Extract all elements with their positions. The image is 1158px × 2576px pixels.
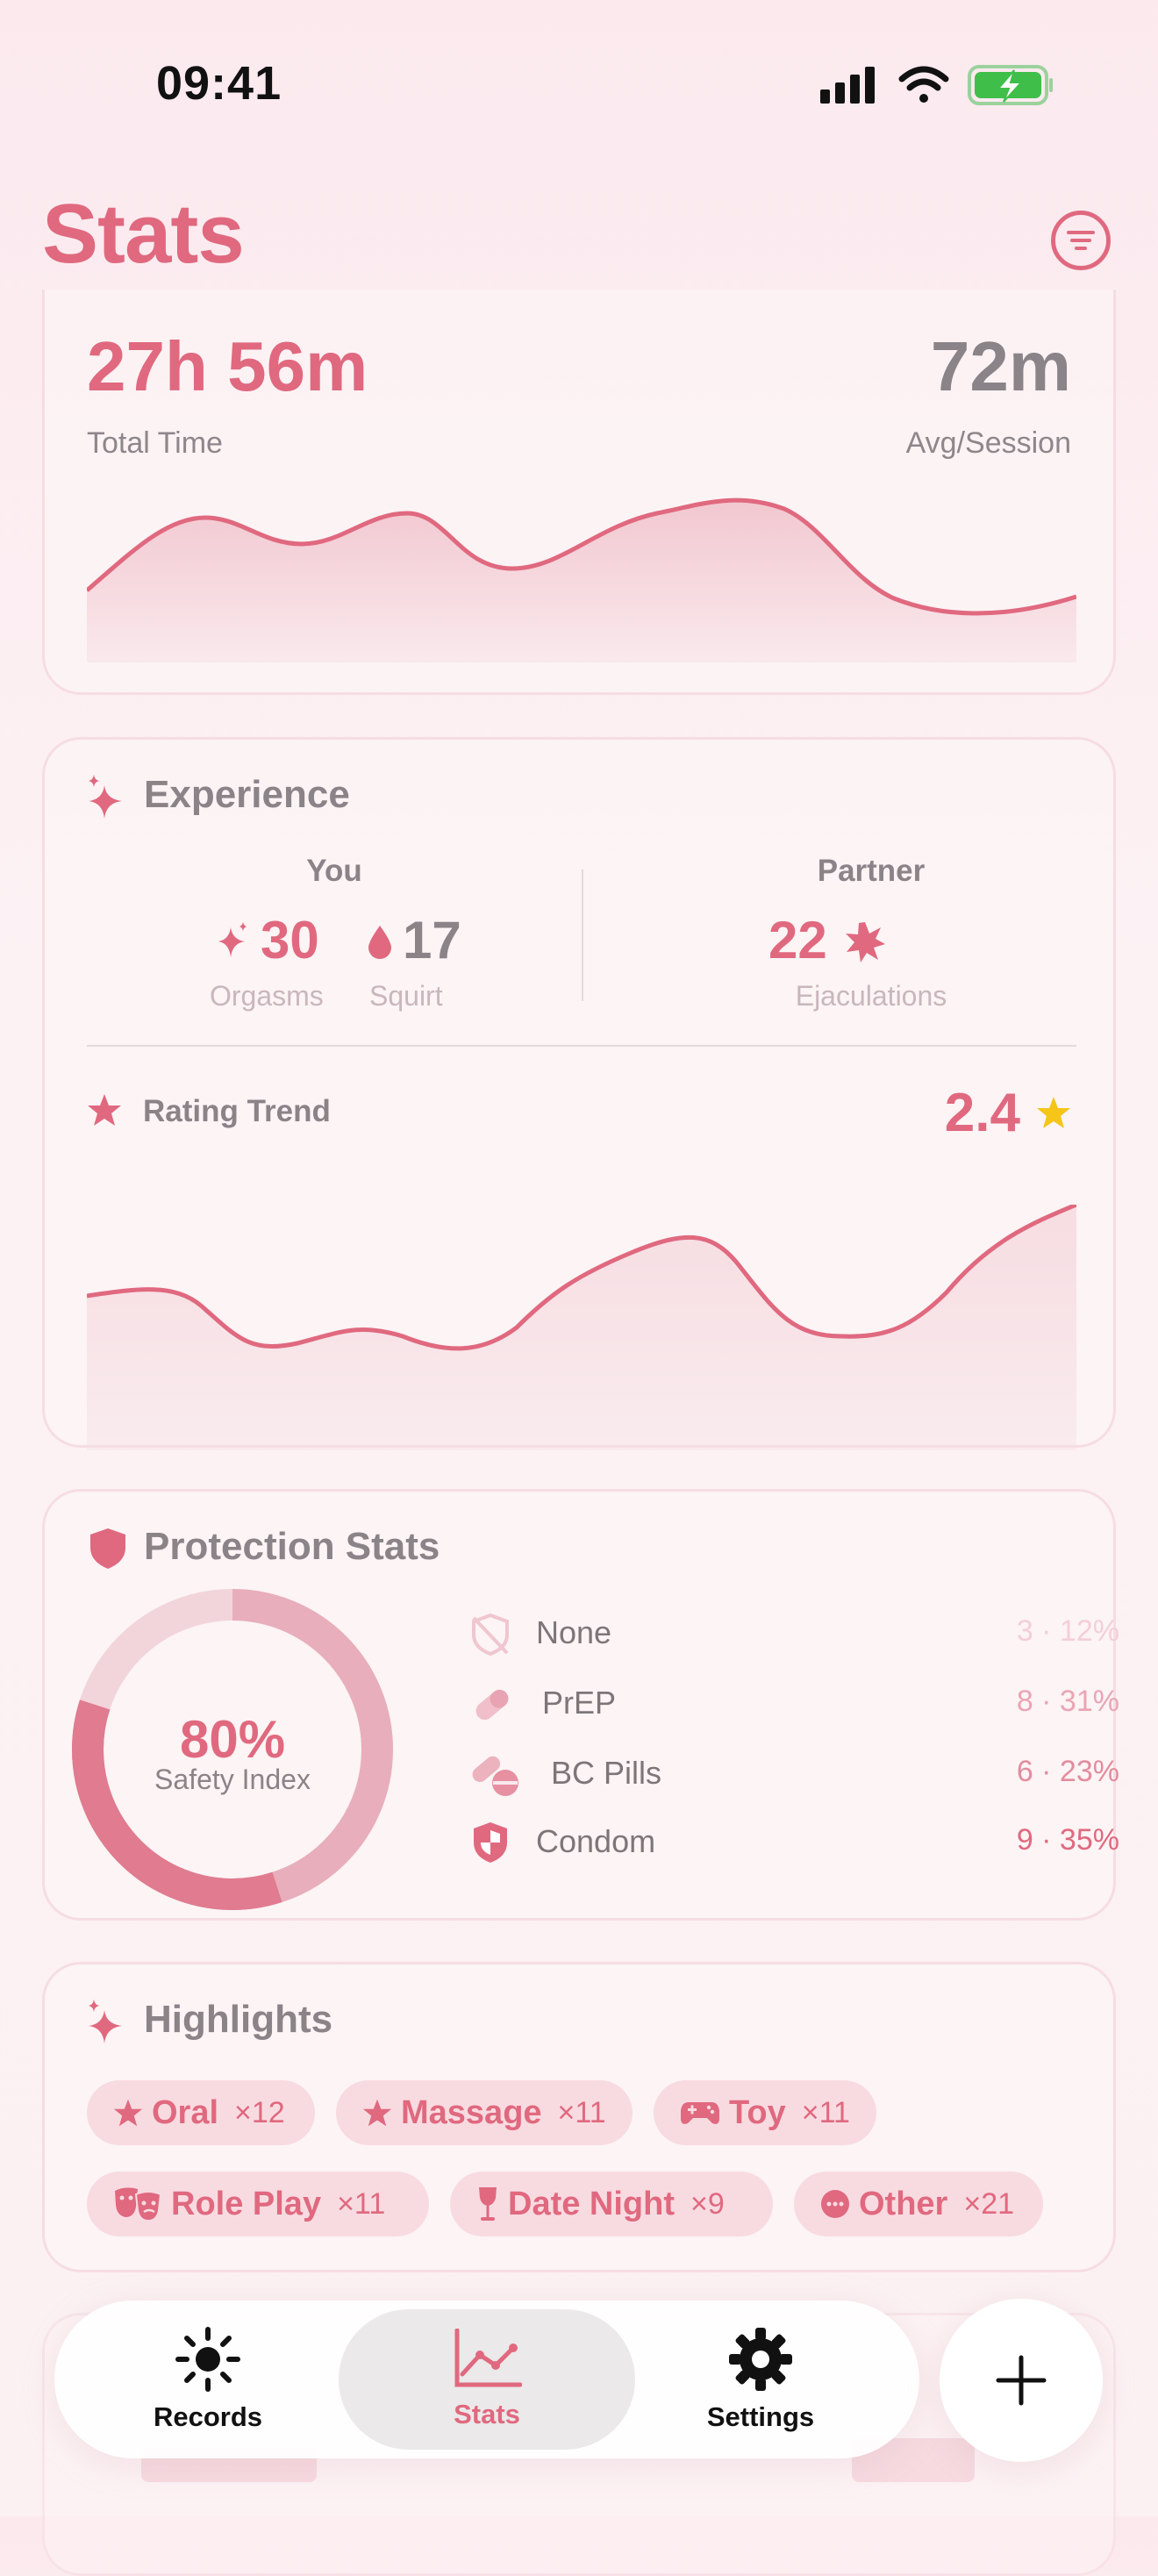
gear-icon — [729, 2328, 792, 2391]
chip-label: Other — [859, 2185, 948, 2222]
gamepad-icon — [681, 2102, 719, 2124]
donut-arc-strong — [72, 1589, 393, 1910]
highlight-chip-role-play[interactable]: Role Play ×11 — [87, 2172, 429, 2236]
highlight-chip-massage[interactable]: Massage ×11 — [336, 2080, 633, 2145]
protection-row-none: None 3 · 12% — [470, 1606, 1119, 1658]
sun-icon — [175, 2327, 240, 2392]
plus-icon — [996, 2355, 1047, 2406]
highlights-card: Highlights Oral ×12 Massage ×11 Toy ×11 … — [42, 1962, 1116, 2272]
tab-bar: Records Stats — [54, 2301, 919, 2458]
shield-off-icon — [472, 1613, 509, 1657]
star-icon — [362, 2099, 392, 2127]
ejaculations-label: Ejaculations — [795, 980, 947, 1012]
ejaculations-value: 22 — [768, 911, 827, 970]
chip-count: ×12 — [234, 2095, 285, 2129]
avg-session-value: 72m — [930, 327, 1071, 405]
sparkles-icon — [89, 775, 122, 819]
rating-trend-chart — [87, 1205, 1076, 1450]
protection-value: 3 · 12% — [1016, 1614, 1119, 1648]
protection-value: 6 · 23% — [1016, 1755, 1119, 1788]
chip-label: Oral — [152, 2093, 219, 2131]
ellipsis-icon — [821, 2190, 849, 2218]
orgasms-label: Orgasms — [210, 980, 324, 1012]
protection-title: Protection Stats — [144, 1525, 440, 1568]
tab-records-label: Records — [153, 2401, 263, 2432]
highlights-title: Highlights — [144, 1998, 333, 2041]
column-divider — [582, 869, 583, 1001]
chip-label: Role Play — [171, 2185, 322, 2222]
protection-value: 8 · 31% — [1016, 1685, 1119, 1718]
chip-count: ×11 — [801, 2095, 850, 2129]
protection-label: BC Pills — [551, 1755, 662, 1791]
highlight-chip-other[interactable]: Other ×21 — [794, 2172, 1043, 2236]
protection-card: Protection Stats 80% Safety Index None 3… — [42, 1489, 1119, 1921]
theater-masks-icon — [115, 2187, 162, 2222]
highlight-chip-toy[interactable]: Toy ×11 — [654, 2080, 876, 2145]
tab-stats[interactable]: Stats — [339, 2309, 635, 2450]
tab-settings-label: Settings — [706, 2401, 815, 2432]
status-time: 09:41 — [156, 57, 282, 110]
rating-value: 2.4 — [944, 1083, 1020, 1143]
star-icon — [113, 2099, 143, 2127]
protection-label: Condom — [536, 1823, 656, 1859]
droplet-icon — [368, 926, 391, 959]
pills-icon — [472, 1756, 518, 1796]
star-icon — [88, 1094, 121, 1126]
orgasms-value: 30 — [261, 911, 319, 970]
you-label: You — [306, 854, 362, 888]
burst-icon — [846, 922, 885, 962]
protection-row-condom: Condom 9 · 35% — [470, 1814, 1119, 1867]
highlight-chip-date-night[interactable]: Date Night ×9 — [450, 2172, 773, 2236]
protection-label: None — [536, 1614, 612, 1650]
safety-index-label: Safety Index — [154, 1764, 311, 1795]
tab-settings[interactable]: Settings — [668, 2301, 853, 2458]
tab-records[interactable]: Records — [116, 2301, 300, 2458]
protection-row-bc-pills: BC Pills 6 · 23% — [470, 1746, 1119, 1799]
filter-icon — [1067, 231, 1095, 250]
shield-icon — [90, 1528, 125, 1569]
signal-icon — [820, 67, 875, 104]
section-divider — [87, 1045, 1076, 1047]
time-card: 27h 56m Total Time 72m Avg/Session — [42, 290, 1116, 695]
tab-stats-label: Stats — [454, 2399, 520, 2429]
sparkles-icon — [89, 2000, 122, 2043]
avg-session-label: Avg/Session — [905, 426, 1071, 460]
time-trend-chart — [87, 497, 1076, 662]
chip-label: Toy — [729, 2093, 786, 2131]
page-title: Stats — [42, 187, 245, 281]
chip-label: Massage — [401, 2093, 542, 2131]
chip-label: Date Night — [508, 2185, 675, 2222]
wine-glass-icon — [479, 2187, 497, 2221]
sparkle-icon — [218, 922, 247, 957]
chip-count: ×11 — [337, 2186, 386, 2221]
chip-count: ×11 — [557, 2095, 606, 2129]
highlight-chip-oral[interactable]: Oral ×12 — [87, 2080, 315, 2145]
chip-count: ×21 — [963, 2186, 1015, 2221]
experience-title: Experience — [144, 773, 350, 816]
total-time-label: Total Time — [87, 426, 223, 460]
total-time-value: 27h 56m — [87, 327, 368, 405]
protection-row-prep: PrEP 8 · 31% — [470, 1676, 1119, 1728]
protection-value: 9 · 35% — [1016, 1823, 1119, 1857]
shield-half-icon — [474, 1822, 507, 1863]
pill-icon — [475, 1689, 509, 1721]
chip-count: ×9 — [690, 2186, 725, 2221]
wifi-icon — [898, 66, 949, 103]
safety-donut-chart — [72, 1589, 393, 1910]
experience-card: Experience You 30 Orgasms 17 Squirt Part… — [42, 737, 1116, 1450]
battery-charging-icon — [968, 65, 1053, 105]
squirt-value: 17 — [403, 911, 461, 970]
add-record-button[interactable] — [940, 2299, 1103, 2462]
safety-index-value: 80% — [179, 1710, 286, 1769]
partner-label: Partner — [817, 854, 926, 888]
squirt-label: Squirt — [369, 980, 443, 1012]
rating-star-icon — [1037, 1097, 1070, 1128]
rating-trend-label: Rating Trend — [143, 1094, 331, 1128]
chart-line-icon — [454, 2329, 522, 2387]
protection-label: PrEP — [542, 1685, 617, 1721]
filter-button[interactable] — [1051, 211, 1111, 270]
status-icons — [816, 60, 1053, 117]
